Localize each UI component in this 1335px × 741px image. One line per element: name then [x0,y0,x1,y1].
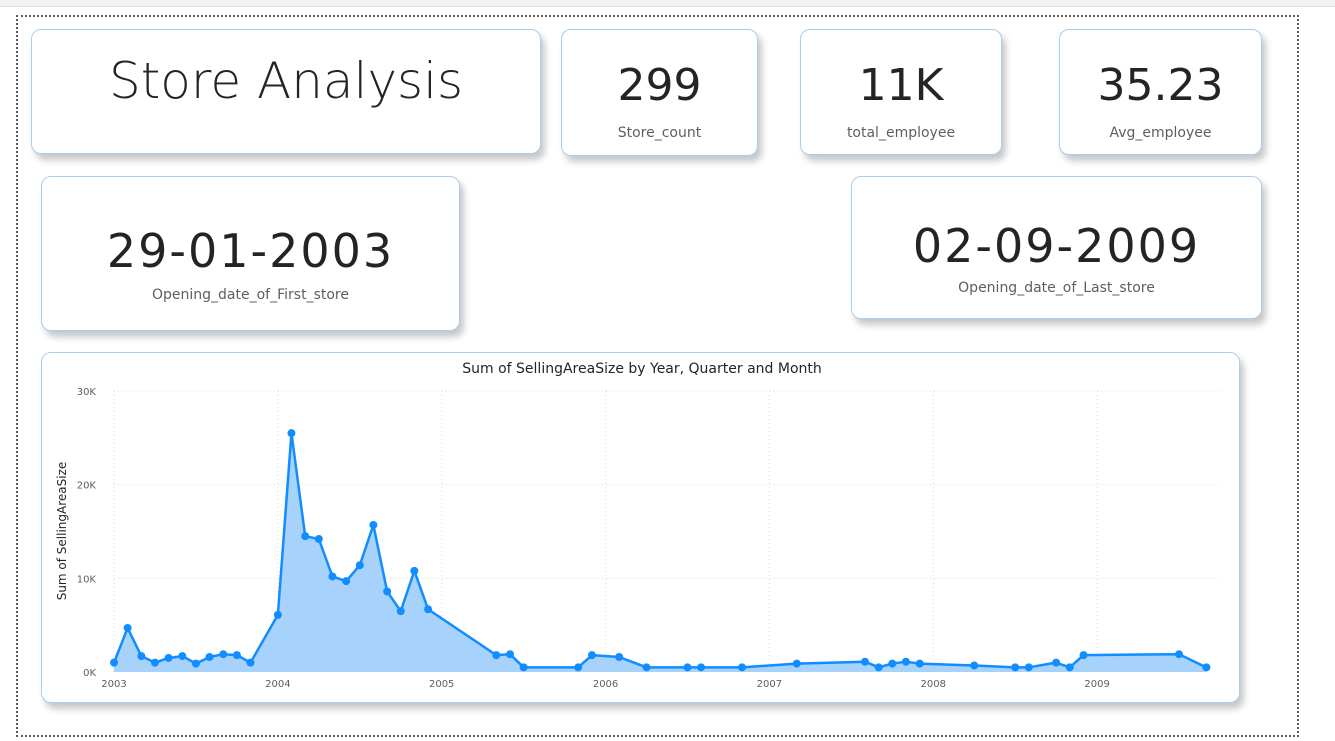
data-point[interactable] [874,663,883,672]
first-store-date-value: 29-01-2003 [106,224,395,278]
total-employee-card[interactable]: 11K total_employee [800,29,1002,155]
data-point[interactable] [792,659,801,668]
data-point[interactable] [506,650,515,659]
y-tick-label: 10K [77,574,97,585]
data-point[interactable] [1175,650,1184,659]
area-fill [114,433,1207,672]
data-point[interactable] [915,659,924,668]
data-point[interactable] [1202,663,1211,672]
data-point[interactable] [424,605,433,614]
data-point[interactable] [683,663,692,672]
data-point[interactable] [137,652,146,661]
data-point[interactable] [219,650,228,659]
last-store-date-label: Opening_date_of_Last_store [958,280,1155,296]
y-axis-label: Sum of SellingAreaSize [55,462,69,601]
data-point[interactable] [1011,663,1020,672]
data-point[interactable] [888,659,897,668]
data-point[interactable] [587,651,596,660]
data-point[interactable] [314,534,323,543]
store-count-card[interactable]: 299 Store_count [561,29,758,156]
first-store-date-card[interactable]: 29-01-2003 Opening_date_of_First_store [41,176,460,331]
data-point[interactable] [901,657,910,666]
data-point[interactable] [970,661,979,670]
data-point[interactable] [396,607,405,616]
data-point[interactable] [246,658,255,667]
avg-employee-label: Avg_employee [1109,125,1212,141]
total-employee-value: 11K [858,60,944,111]
data-point[interactable] [574,663,583,672]
x-tick-label: 2004 [265,679,290,690]
data-point[interactable] [150,658,159,667]
series-layer [110,429,1211,672]
y-tick-label: 20K [77,481,97,492]
data-point[interactable] [301,532,310,541]
data-point[interactable] [1024,663,1033,672]
y-tick-label: 0K [83,668,96,679]
x-tick-label: 2008 [921,679,946,690]
last-store-date-card[interactable]: 02-09-2009 Opening_date_of_Last_store [851,176,1262,319]
y-tick-label: 30K [77,387,97,398]
data-point[interactable] [642,663,651,672]
data-point[interactable] [1079,651,1088,660]
data-point[interactable] [205,653,214,662]
data-point[interactable] [273,610,282,619]
last-store-date-value: 02-09-2009 [912,219,1201,273]
data-point[interactable] [110,658,118,667]
x-tick-label: 2003 [101,679,126,690]
data-point[interactable] [232,651,241,660]
axis-ticks: 0K 10K 20K 30K 2003 2004 2005 2006 2007 2008 2009 [77,387,1110,690]
data-point[interactable] [355,561,364,570]
data-point[interactable] [191,659,200,668]
store-count-label: Store_count [617,125,702,141]
data-point[interactable] [738,663,747,672]
data-point[interactable] [342,577,351,586]
data-point[interactable] [860,657,869,666]
chart-title: Sum of SellingAreaSize by Year, Quarter … [462,361,822,377]
data-point[interactable] [164,653,173,662]
data-point[interactable] [123,623,132,632]
data-point[interactable] [287,429,296,438]
data-point[interactable] [410,566,419,575]
x-tick-label: 2009 [1084,679,1109,690]
top-toolbar-strip [0,0,1335,7]
store-count-value: 299 [617,60,702,111]
data-point[interactable] [492,651,501,660]
data-point[interactable] [519,663,528,672]
x-tick-label: 2007 [757,679,782,690]
page-title: Store Analysis [108,52,464,110]
area-chart-card[interactable]: Sum of SellingAreaSize by Year, Quarter … [41,352,1240,703]
data-point[interactable] [369,520,378,529]
first-store-date-label: Opening_date_of_First_store [152,287,349,303]
x-tick-label: 2006 [593,679,618,690]
data-point[interactable] [178,652,187,661]
data-point[interactable] [383,587,392,596]
area-chart[interactable]: Sum of SellingAreaSize by Year, Quarter … [42,353,1241,704]
total-employee-label: total_employee [846,125,956,141]
avg-employee-card[interactable]: 35.23 Avg_employee [1059,29,1262,155]
data-point[interactable] [615,653,624,662]
data-point[interactable] [328,572,337,581]
data-point[interactable] [1052,658,1061,667]
avg-employee-value: 35.23 [1097,60,1224,111]
data-point[interactable] [697,663,706,672]
x-tick-label: 2005 [429,679,454,690]
data-point[interactable] [1065,663,1074,672]
title-card: Store Analysis [31,29,541,154]
